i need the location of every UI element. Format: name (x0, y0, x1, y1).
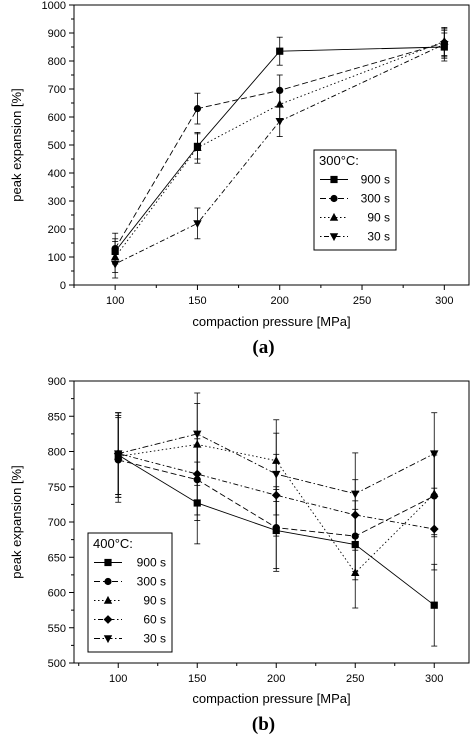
data-point (275, 118, 284, 126)
legend: 300°C:900 s 300 s 90 s 30 s (313, 149, 397, 251)
legend-marker (104, 558, 112, 567)
legend-marker (329, 233, 339, 242)
series-30s (114, 392, 439, 536)
y-tick-label: 1000 (42, 0, 66, 12)
y-axis-label: peak expansion [%] (9, 88, 24, 201)
legend-marker (103, 635, 113, 644)
y-tick-label: 900 (48, 376, 66, 388)
data-point (272, 470, 281, 479)
y-tick-label: 500 (48, 140, 66, 152)
x-axis-label: compaction pressure [MPa] (192, 691, 350, 706)
y-tick-label: 850 (48, 411, 66, 423)
y-tick-label: 650 (48, 552, 66, 564)
series-900s (111, 32, 448, 265)
y-tick-label: 100 (48, 252, 66, 264)
data-point (430, 601, 438, 609)
series-line (118, 453, 435, 530)
y-tick-label: 600 (48, 112, 66, 124)
series-line (114, 43, 445, 265)
y-tick-label: 700 (48, 84, 66, 96)
data-point (114, 450, 123, 459)
legend-entry: 900 s (361, 173, 390, 187)
y-tick-label: 700 (48, 517, 66, 529)
legend-entry: 60 s (143, 613, 166, 627)
y-tick-label: 800 (48, 56, 66, 68)
x-tick-label: 150 (188, 295, 206, 307)
y-tick-label: 550 (48, 623, 66, 635)
data-point (110, 260, 120, 269)
y-tick-label: 900 (48, 28, 66, 40)
data-point (429, 524, 439, 534)
data-point (351, 568, 360, 576)
legend-entry: 30 s (367, 230, 390, 244)
data-point (430, 450, 439, 459)
legend-title: 300°C: (319, 153, 359, 168)
y-tick-label: 750 (48, 482, 66, 494)
legend-box (87, 532, 173, 653)
x-tick-label: 100 (106, 295, 124, 307)
plot-frame (73, 4, 470, 286)
legend-marker (103, 595, 113, 604)
chart-panel-b: 100 150 200 250 300 500 550 600 650 700 750 800 850 9… (9, 376, 470, 735)
x-tick-label: 200 (267, 673, 285, 685)
x-tick-label: 250 (346, 673, 364, 685)
legend-marker (330, 175, 338, 184)
y-tick-label: 800 (48, 447, 66, 459)
legend-marker (103, 615, 113, 624)
series-30s (110, 29, 449, 279)
y-tick-label: 400 (48, 168, 66, 180)
data-point (276, 47, 284, 55)
legend-entry: 90 s (143, 594, 166, 608)
chart-panel-a: 100 150 200 250 300 0 100 200 300 400 500 600 700 800… (9, 0, 470, 358)
series-line (114, 46, 445, 252)
x-tick-label: 300 (435, 295, 453, 307)
x-tick-label: 150 (188, 673, 206, 685)
legend-entry: 300 s (137, 575, 166, 589)
x-tick-label: 250 (353, 295, 371, 307)
x-tick-label: 300 (425, 673, 443, 685)
legend-box (313, 149, 397, 251)
y-tick-label: 200 (48, 224, 66, 236)
legend-entry: 30 s (143, 632, 166, 646)
data-point (351, 490, 360, 499)
panel-caption: (a) (252, 337, 274, 358)
legend-title: 400°C: (93, 536, 133, 551)
x-axis-label: compaction pressure [MPa] (192, 314, 350, 329)
series-line (114, 40, 445, 258)
y-tick-label: 600 (48, 588, 66, 600)
legend-entry: 300 s (361, 192, 390, 206)
data-point (440, 41, 449, 49)
panel-caption: (b) (252, 714, 275, 735)
legend: 400°C: 900 s 300 s 90 s 60 s 30 s (87, 532, 173, 653)
y-axis-label: peak expansion [%] (9, 465, 24, 578)
legend-marker (104, 577, 112, 586)
legend-marker (330, 194, 338, 203)
data-point (193, 430, 202, 439)
legend-marker (329, 212, 339, 221)
series-line (118, 433, 435, 495)
series-line (114, 42, 445, 249)
y-tick-label: 0 (60, 280, 66, 292)
y-tick-label: 500 (48, 658, 66, 670)
y-tick-label: 300 (48, 196, 66, 208)
data-point (193, 143, 202, 151)
data-point (193, 105, 202, 113)
x-tick-label: 200 (271, 295, 289, 307)
x-tick-label: 100 (109, 673, 127, 685)
legend-entry: 90 s (367, 211, 390, 225)
legend-entry: 900 s (137, 556, 166, 570)
data-point (193, 220, 202, 228)
